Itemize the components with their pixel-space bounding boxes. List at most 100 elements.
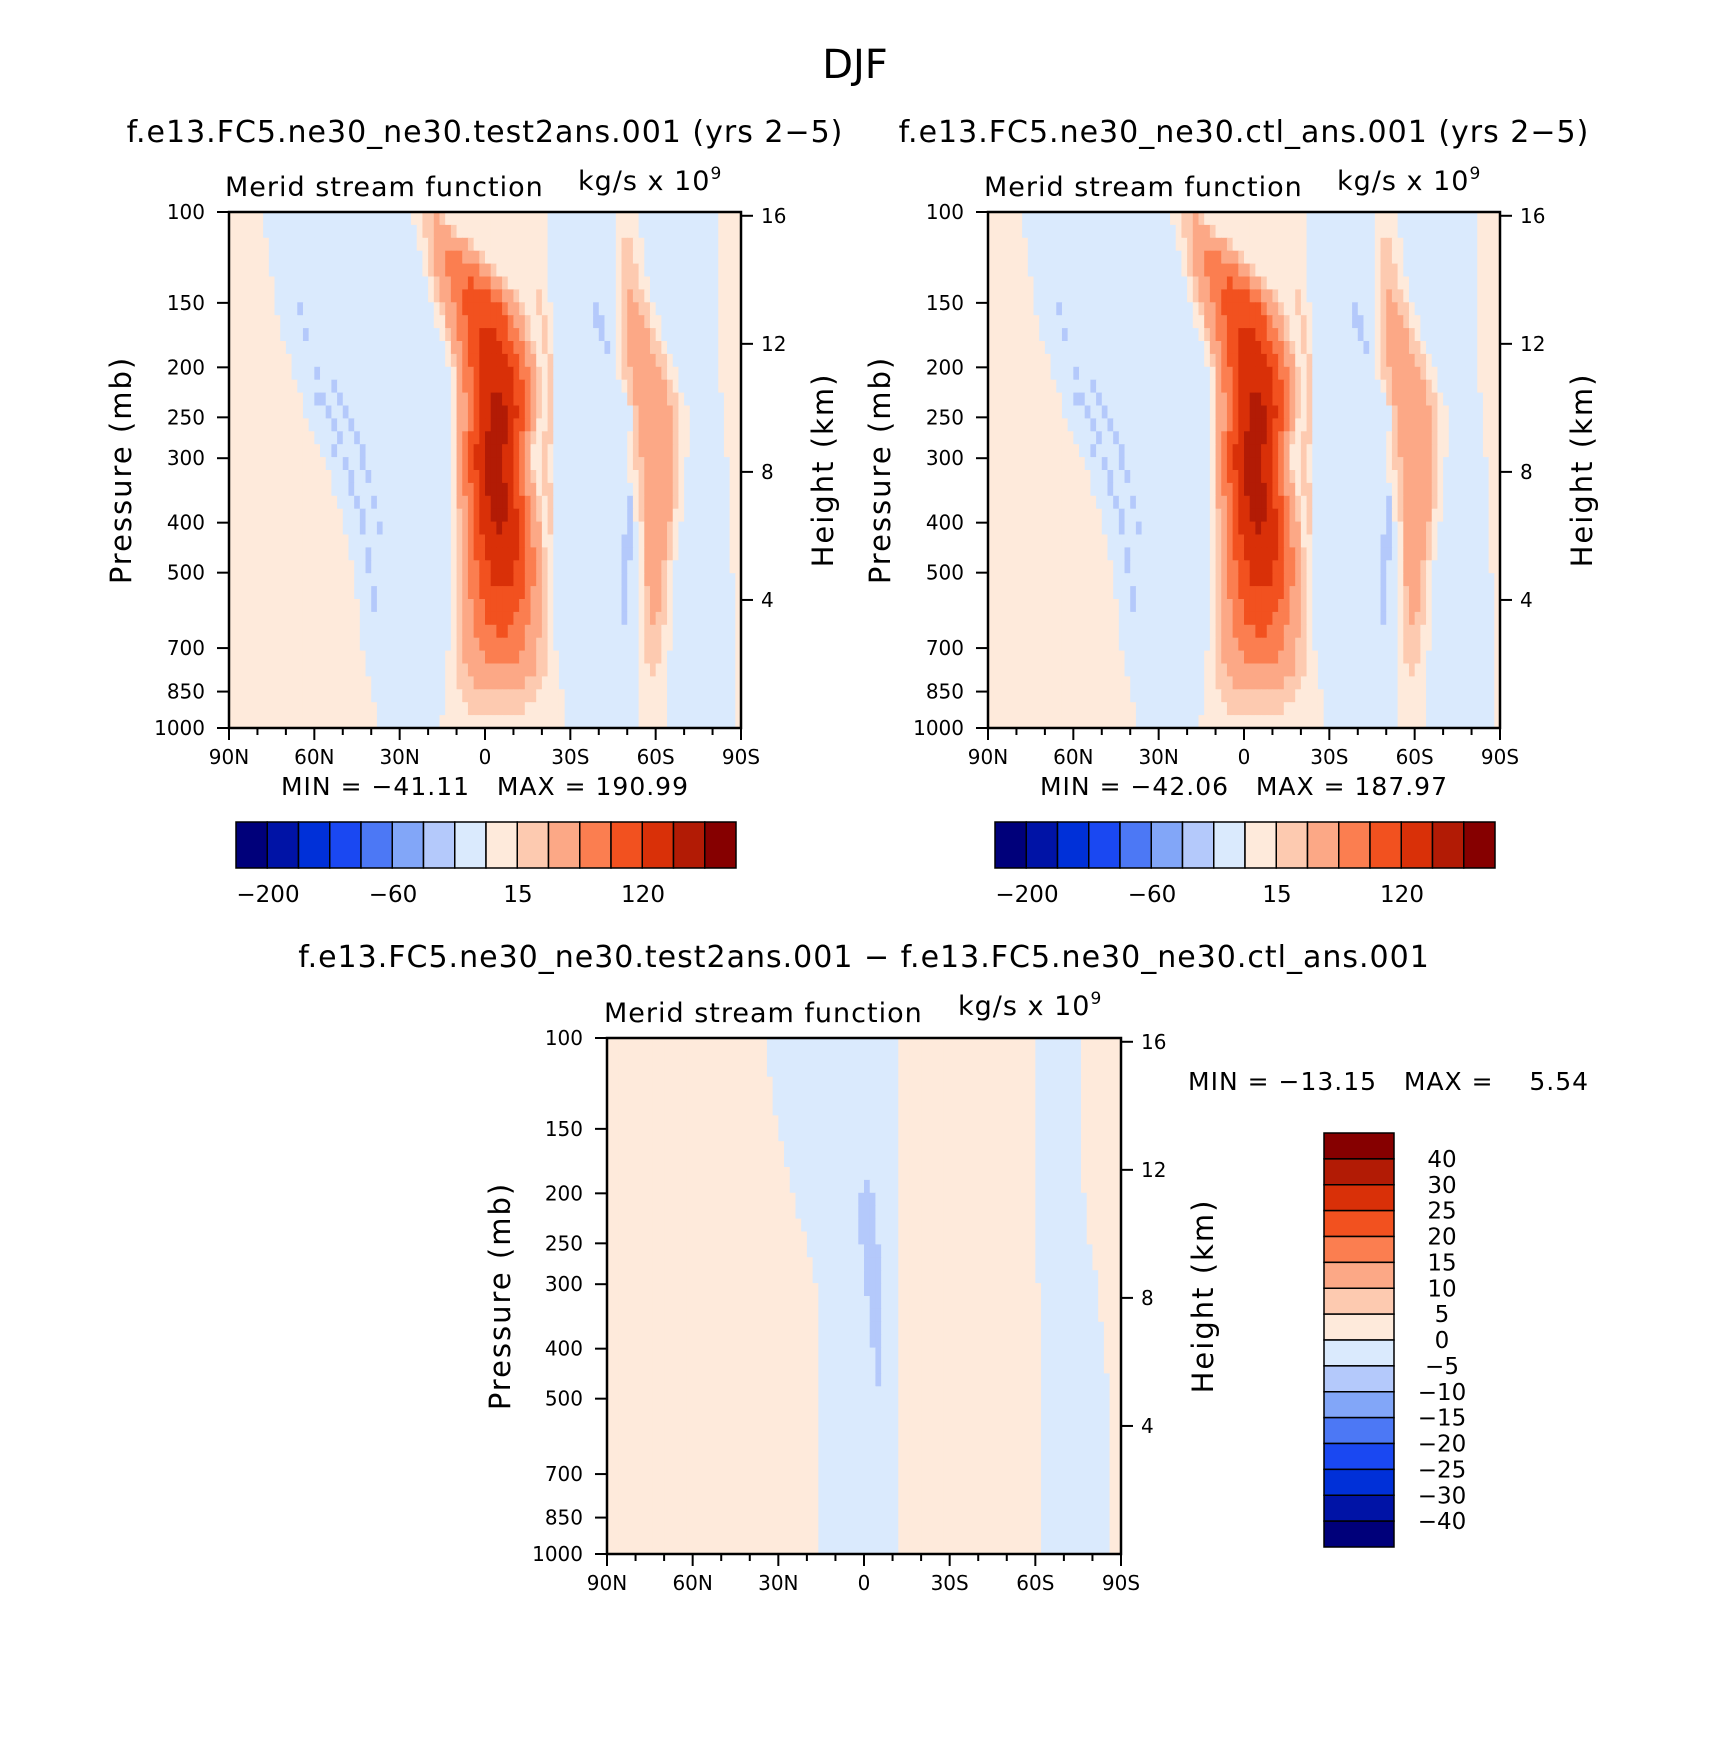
contour-band (246, 431, 253, 445)
contour-band (513, 676, 520, 690)
contour-band (473, 586, 480, 600)
contour-band (513, 624, 520, 639)
contour-band (644, 624, 651, 639)
contour-band (564, 573, 571, 587)
contour-band (308, 560, 315, 574)
contour-band (604, 328, 611, 342)
contour-band (251, 482, 259, 497)
contour-band (359, 302, 367, 316)
contour-band (325, 353, 332, 368)
contour-band (547, 289, 554, 303)
contour-band (1335, 212, 1342, 226)
contour-band (433, 599, 441, 613)
contour-band (706, 521, 714, 536)
contour-band (342, 547, 350, 561)
contour-band (240, 444, 247, 458)
contour-band (1397, 302, 1404, 316)
contour-band (678, 715, 685, 728)
contour-band (308, 379, 315, 394)
contour-band (723, 470, 731, 484)
contour-band (251, 392, 259, 407)
contour-band (661, 637, 668, 652)
contour-band (1272, 315, 1279, 329)
contour-band (621, 237, 628, 252)
contour-band (1181, 263, 1188, 278)
contour-band (331, 508, 338, 523)
max-label: MAX (497, 772, 556, 801)
contour-band (638, 482, 645, 497)
contour-band (1295, 315, 1302, 329)
contour-band (1016, 341, 1023, 355)
contour-band (411, 573, 418, 587)
contour-band (496, 212, 503, 226)
contour-band (701, 328, 708, 342)
contour-band (1482, 289, 1490, 303)
contour-band (570, 263, 577, 278)
contour-band (359, 637, 367, 652)
contour-band (581, 573, 588, 587)
contour-band (1135, 353, 1143, 368)
contour-band (1482, 315, 1490, 329)
contour-band (1198, 353, 1205, 368)
contour-band (672, 276, 680, 290)
contour-band (1209, 353, 1217, 368)
contour-band (593, 315, 600, 329)
contour-band (1380, 250, 1387, 265)
contour-band (649, 237, 657, 252)
contour-band (1232, 353, 1239, 368)
contour-band (1283, 366, 1291, 381)
contour-band (1175, 212, 1183, 226)
contour-band (268, 212, 276, 226)
contour-band (672, 637, 680, 652)
contour-band (354, 689, 361, 703)
contour-band (632, 457, 640, 471)
contour-band (490, 250, 497, 265)
contour-band (723, 560, 731, 574)
contour-band (1022, 237, 1029, 252)
contour-band (649, 676, 657, 690)
contour-band (655, 586, 662, 600)
contour-band (712, 715, 719, 728)
contour-band (1471, 328, 1478, 342)
contour-band (376, 495, 384, 510)
contour-band (297, 689, 304, 703)
contour-band (519, 328, 526, 342)
contour-band (587, 431, 594, 445)
contour-band (325, 573, 332, 587)
contour-band (496, 224, 503, 239)
contour-band (667, 495, 674, 510)
contour-band (1329, 366, 1336, 381)
contour-band (467, 624, 475, 639)
contour-band (433, 276, 441, 290)
contour-band (405, 263, 412, 278)
contour-band (570, 250, 577, 265)
contour-band (1448, 379, 1456, 394)
contour-band (661, 263, 668, 278)
contour-band (689, 508, 697, 523)
contour-band (729, 637, 736, 652)
contour-band (1443, 250, 1450, 265)
contour-band (632, 482, 640, 497)
contour-band (422, 508, 429, 523)
contour-band (246, 289, 253, 303)
contour-band (257, 418, 264, 432)
contour-band (530, 521, 537, 536)
contour-band (479, 263, 486, 278)
contour-band (1090, 276, 1097, 290)
contour-band (1226, 341, 1234, 355)
contour-band (684, 444, 691, 458)
contour-band (1215, 263, 1222, 278)
contour-band (689, 263, 697, 278)
contour-band (632, 302, 640, 316)
contour-band (229, 224, 236, 239)
contour-band (280, 547, 287, 561)
contour-band (1346, 315, 1353, 329)
contour-band (285, 702, 293, 716)
contour-band (1221, 353, 1228, 368)
contour-band (229, 444, 236, 458)
contour-band (735, 224, 741, 239)
contour-band (428, 444, 435, 458)
contour-band (1335, 328, 1342, 342)
contour-band (993, 353, 1000, 368)
contour-band (718, 637, 725, 652)
